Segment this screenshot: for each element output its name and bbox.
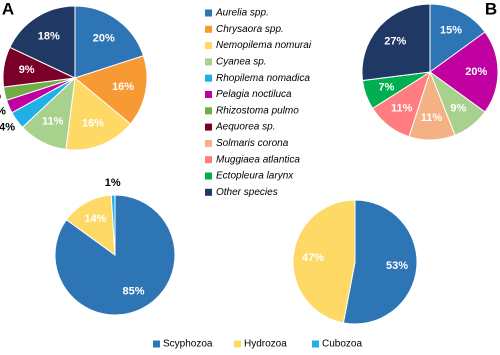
value-label: 16% (112, 81, 134, 93)
pie-slice (74, 5, 145, 79)
value-label: 16% (82, 117, 104, 129)
value-label: 47% (302, 252, 324, 264)
value-label: 11% (42, 116, 64, 128)
value-label: 18% (38, 31, 60, 43)
value-label: 11% (391, 102, 413, 114)
legend-label: Muggiaea atlantica (216, 154, 300, 165)
value-label: 9% (450, 102, 466, 114)
legend-label: Aequorea sp. (215, 122, 276, 133)
pie-slice (65, 194, 116, 257)
pie-slice (292, 199, 356, 324)
legend-swatch (205, 188, 212, 196)
legend-label: Hydrozoa (244, 339, 287, 350)
legend-swatch (205, 172, 212, 180)
pie-slice (429, 3, 486, 73)
legend-label: Cyanea sp. (216, 57, 267, 68)
pie-slice (429, 31, 499, 113)
value-label: 3% (0, 105, 6, 117)
legend-swatch (205, 58, 212, 66)
legend-swatch (205, 139, 212, 147)
value-label: 14% (84, 213, 106, 225)
legend-label: Other species (216, 187, 278, 198)
value-label: 85% (123, 285, 145, 297)
value-label: 3% (0, 90, 1, 102)
legend-label: Nemopilema nomurai (216, 40, 312, 51)
legend-label: Rhizostoma pulmo (216, 105, 299, 116)
legend-swatch (153, 340, 160, 348)
legend-label: Aurelia spp. (215, 8, 269, 19)
legend-label: Solmaris corona (216, 138, 289, 149)
legend-label: Chrysaora spp. (216, 24, 284, 35)
legend-swatch (205, 74, 212, 82)
value-label: 20% (465, 66, 487, 78)
pie-slice (110, 194, 116, 256)
value-label: 9% (19, 64, 35, 76)
value-label: 53% (386, 260, 408, 272)
pie-slice (9, 5, 76, 79)
legend-swatch (205, 9, 212, 17)
value-label: 20% (93, 32, 115, 44)
legend-swatch (205, 42, 212, 50)
pie-slice (73, 55, 148, 125)
legend-swatch (234, 340, 241, 348)
value-label: 11% (421, 112, 443, 124)
value-label: 27% (384, 35, 406, 47)
pie-slice (361, 3, 431, 82)
legend-swatch (312, 340, 319, 348)
value-label: 7% (379, 82, 395, 94)
legend-swatch (205, 107, 212, 115)
legend-swatch (205, 25, 212, 33)
pie-slice (342, 199, 418, 325)
legend-swatch (205, 91, 212, 98)
value-label: 4% (0, 121, 15, 133)
legend-swatch (205, 123, 212, 131)
pie-slice (65, 77, 132, 151)
legend-label: Rhopilema nomadica (216, 73, 310, 84)
value-label: 15% (440, 25, 462, 37)
panel-label: A (2, 0, 14, 18)
panel-label: B (485, 0, 497, 18)
pie-slice (54, 194, 176, 316)
legend-label: Cubozoa (322, 339, 362, 350)
legend-swatch (205, 156, 212, 164)
value-label: 1% (105, 177, 121, 189)
legend-label: Scyphozoa (163, 339, 213, 350)
legend-label: Pelagia noctiluca (216, 89, 292, 100)
legend-label: Ectopleura larynx (216, 171, 294, 182)
